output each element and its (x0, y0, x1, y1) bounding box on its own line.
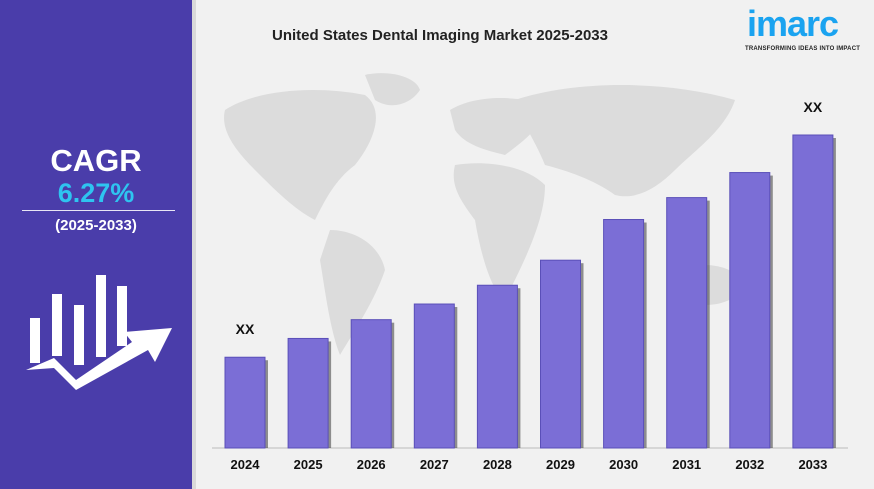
chart-title: United States Dental Imaging Market 2025… (272, 27, 608, 44)
x-tick-label: 2027 (420, 457, 449, 472)
x-tick-label: 2031 (672, 457, 701, 472)
x-tick-label: 2024 (231, 457, 261, 472)
cagr-sidebar: CAGR 6.27% (2025-2033) (0, 0, 192, 489)
imarc-logo: imarc TRANSFORMING IDEAS INTO IMPACT (745, 3, 870, 53)
x-tick-label: 2029 (546, 457, 575, 472)
bar-2031 (666, 197, 708, 449)
logo-text: imarc (747, 3, 839, 44)
divider (22, 210, 175, 211)
bar-2024 (224, 356, 266, 449)
bar-2027 (413, 303, 455, 449)
bar-2028 (476, 284, 518, 449)
bar-2033 (792, 134, 834, 449)
data-label: XX (804, 99, 823, 115)
cagr-period: (2025-2033) (55, 217, 137, 234)
x-tick-label: 2026 (357, 457, 386, 472)
logo-tagline: TRANSFORMING IDEAS INTO IMPACT (745, 46, 861, 52)
bar-2030 (603, 219, 645, 449)
bar-2032 (729, 172, 771, 449)
x-tick-label: 2025 (294, 457, 323, 472)
cagr-value: 6.27% (57, 178, 135, 208)
growth-bar-chart-arrow-icon (26, 275, 172, 390)
bar-2026 (350, 319, 392, 449)
cagr-label: CAGR (50, 143, 142, 178)
x-tick-label: 2030 (609, 457, 638, 472)
bar-2025 (287, 337, 329, 449)
bar-2029 (540, 259, 581, 449)
x-tick-label: 2032 (735, 457, 764, 472)
data-label: XX (236, 321, 255, 337)
x-tick-label: 2033 (798, 457, 827, 472)
x-tick-label: 2028 (483, 457, 512, 472)
sidebar-shadow (192, 0, 196, 489)
